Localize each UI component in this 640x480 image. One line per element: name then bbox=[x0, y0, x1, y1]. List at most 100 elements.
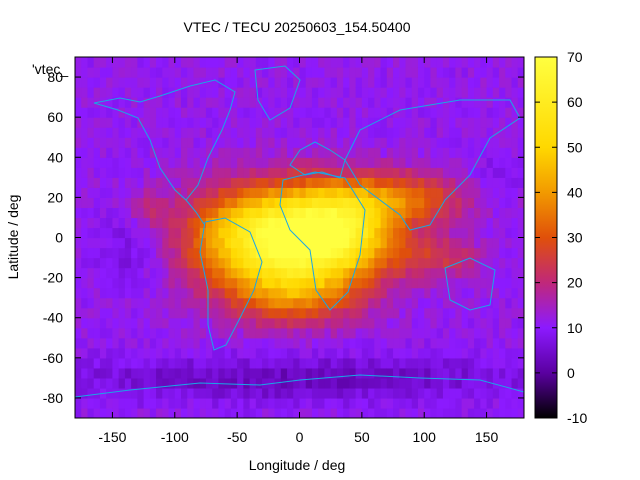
heatmap-cell bbox=[287, 407, 294, 418]
heatmap-cell bbox=[149, 327, 157, 339]
heatmap-cell bbox=[162, 97, 170, 108]
heatmap-cell bbox=[511, 357, 519, 369]
heatmap-cell bbox=[137, 247, 145, 259]
heatmap-cell bbox=[386, 387, 394, 399]
heatmap-cell bbox=[162, 77, 170, 88]
heatmap-cell bbox=[249, 137, 257, 148]
heatmap-cell bbox=[349, 87, 357, 98]
heatmap-cell bbox=[106, 367, 114, 379]
heatmap-cell bbox=[293, 207, 301, 219]
heatmap-cell bbox=[274, 327, 282, 339]
heatmap-cell bbox=[467, 77, 475, 88]
heatmap-cell bbox=[75, 357, 82, 369]
heatmap-cell bbox=[449, 397, 457, 409]
heatmap-cell bbox=[330, 337, 338, 349]
heatmap-cell bbox=[262, 347, 269, 359]
heatmap-cell bbox=[124, 287, 132, 299]
heatmap-cell bbox=[386, 287, 394, 299]
heatmap-cell bbox=[149, 127, 157, 138]
heatmap-cell bbox=[293, 287, 301, 299]
heatmap-cell bbox=[486, 247, 494, 259]
heatmap-cell bbox=[243, 367, 251, 379]
heatmap-cell bbox=[181, 177, 188, 188]
heatmap-cell bbox=[393, 327, 400, 339]
heatmap-cell bbox=[174, 307, 182, 319]
heatmap-cell bbox=[137, 297, 145, 309]
heatmap-cell bbox=[81, 237, 89, 249]
heatmap-cell bbox=[93, 197, 101, 209]
heatmap-cell bbox=[355, 207, 363, 219]
heatmap-cell bbox=[349, 187, 357, 198]
heatmap-cell bbox=[330, 117, 338, 128]
heatmap-cell bbox=[467, 377, 475, 389]
heatmap-cell bbox=[174, 97, 182, 108]
heatmap-cell bbox=[411, 77, 419, 88]
heatmap-cell bbox=[106, 277, 114, 289]
heatmap-cell bbox=[181, 347, 188, 359]
heatmap-cell bbox=[361, 137, 369, 148]
heatmap-cell bbox=[75, 367, 82, 379]
heatmap-cell bbox=[156, 277, 163, 289]
heatmap-cell bbox=[405, 67, 413, 78]
heatmap-cell bbox=[162, 287, 170, 299]
heatmap-cell bbox=[399, 337, 407, 349]
heatmap-cell bbox=[330, 387, 338, 399]
heatmap-cell bbox=[417, 397, 425, 409]
heatmap-cell bbox=[505, 287, 513, 299]
heatmap-cell bbox=[156, 187, 163, 198]
heatmap-cell bbox=[293, 107, 301, 118]
heatmap-cell bbox=[87, 337, 95, 349]
heatmap-cell bbox=[137, 77, 145, 88]
heatmap-cell bbox=[492, 117, 500, 128]
heatmap-cell bbox=[311, 347, 319, 359]
heatmap-cell bbox=[124, 407, 132, 418]
heatmap-cell bbox=[99, 147, 107, 158]
heatmap-cell bbox=[349, 307, 357, 319]
heatmap-cell bbox=[162, 167, 170, 178]
heatmap-cell bbox=[461, 287, 469, 299]
heatmap-cell bbox=[274, 267, 282, 279]
heatmap-cell bbox=[405, 357, 413, 369]
heatmap-cell bbox=[193, 217, 201, 229]
heatmap-cell bbox=[517, 377, 524, 389]
heatmap-cell bbox=[368, 347, 375, 359]
heatmap-cell bbox=[361, 197, 369, 209]
heatmap-cell bbox=[336, 87, 344, 98]
heatmap-cell bbox=[218, 87, 226, 98]
heatmap-cell bbox=[349, 397, 357, 409]
heatmap-cell bbox=[118, 277, 126, 289]
heatmap-cell bbox=[517, 167, 524, 178]
heatmap-cell bbox=[467, 367, 475, 379]
heatmap-cell bbox=[274, 237, 282, 249]
heatmap-cell bbox=[492, 407, 500, 418]
heatmap-cell bbox=[162, 367, 170, 379]
heatmap-cell bbox=[324, 57, 332, 68]
heatmap-cell bbox=[499, 377, 506, 389]
heatmap-cell bbox=[299, 227, 307, 239]
heatmap-cell bbox=[268, 227, 276, 239]
heatmap-cell bbox=[293, 147, 301, 158]
heatmap-cell bbox=[486, 237, 494, 249]
heatmap-cell bbox=[205, 97, 213, 108]
heatmap-cell bbox=[181, 377, 188, 389]
heatmap-cell bbox=[374, 377, 382, 389]
heatmap-cell bbox=[224, 67, 232, 78]
heatmap-cell bbox=[430, 167, 438, 178]
heatmap-cell bbox=[93, 327, 101, 339]
heatmap-cell bbox=[311, 237, 319, 249]
heatmap-cell bbox=[361, 187, 369, 198]
heatmap-cell bbox=[218, 377, 226, 389]
heatmap-cell bbox=[187, 177, 195, 188]
heatmap-cell bbox=[480, 377, 488, 389]
heatmap-cell bbox=[280, 67, 288, 78]
heatmap-cell bbox=[124, 217, 132, 229]
heatmap-cell bbox=[287, 297, 294, 309]
heatmap-cell bbox=[517, 357, 524, 369]
heatmap-cell bbox=[118, 217, 126, 229]
heatmap-cell bbox=[492, 327, 500, 339]
heatmap-cell bbox=[237, 237, 244, 249]
heatmap-cell bbox=[436, 377, 444, 389]
heatmap-cell bbox=[499, 157, 506, 168]
heatmap-cell bbox=[330, 137, 338, 148]
heatmap-cell bbox=[87, 137, 95, 148]
